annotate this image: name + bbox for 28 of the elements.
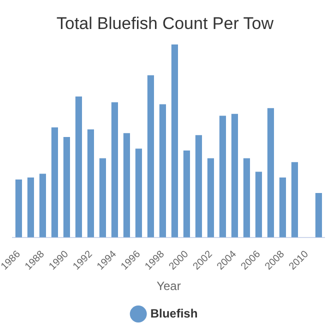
bar [63,137,70,238]
bar [159,104,166,238]
bar [231,114,238,238]
bar [315,193,322,238]
bar [123,133,130,238]
bar [279,178,286,238]
bar [75,96,82,238]
bar [171,44,178,238]
bar [99,158,106,238]
bar [195,135,202,238]
legend-label: Bluefish [150,306,198,320]
bar [87,129,94,238]
chart-title: Total Bluefish Count Per Tow [56,14,274,33]
x-axis-title: Year [156,279,181,294]
bar [147,75,154,238]
bar [135,148,142,238]
bar [183,150,190,238]
bar [51,127,58,238]
bar [255,172,262,238]
bar [207,158,214,238]
bar [27,178,34,238]
bar [219,116,226,238]
bar [15,179,22,238]
bar [111,102,118,238]
bar [267,108,274,238]
bar [243,158,250,238]
bar [39,174,46,238]
bar [291,162,298,238]
